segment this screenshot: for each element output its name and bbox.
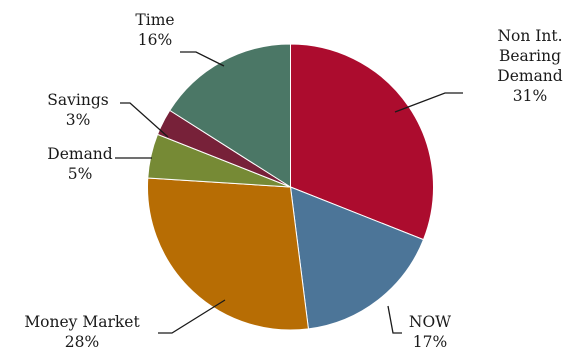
leader-lines	[115, 51, 463, 334]
leader-line	[394, 92, 463, 113]
slice-value-label: 5%	[68, 165, 93, 183]
slice-category-label: Savings	[47, 91, 108, 109]
leader-line	[387, 305, 402, 334]
slice-category-label: Non Int.	[497, 27, 562, 45]
leader-line	[180, 51, 225, 67]
slice-category-label: Demand	[47, 145, 113, 163]
leader-line	[120, 102, 169, 138]
slice-category-label: Time	[135, 11, 174, 29]
slice-value-label: 3%	[66, 111, 91, 129]
slice-category-label: Bearing	[499, 47, 561, 65]
leader-line	[158, 299, 226, 334]
slice-value-label: 28%	[65, 333, 99, 351]
slice-value-label: 17%	[413, 333, 447, 351]
pie-slice-money-market	[146, 177, 309, 331]
pie-slice-time	[169, 43, 291, 188]
slice-value-label: 16%	[138, 31, 172, 49]
pie-slice-now	[289, 186, 425, 330]
slice-value-label: 31%	[513, 87, 547, 105]
slice-category-label: NOW	[409, 313, 451, 331]
slice-labels: Non Int. Bearing Demand 31% NOW 17% Money Mark…	[24, 11, 562, 351]
slice-category-label: Money Market	[24, 313, 140, 331]
pie-slices	[146, 43, 434, 331]
slice-category-label: Demand	[497, 67, 563, 85]
